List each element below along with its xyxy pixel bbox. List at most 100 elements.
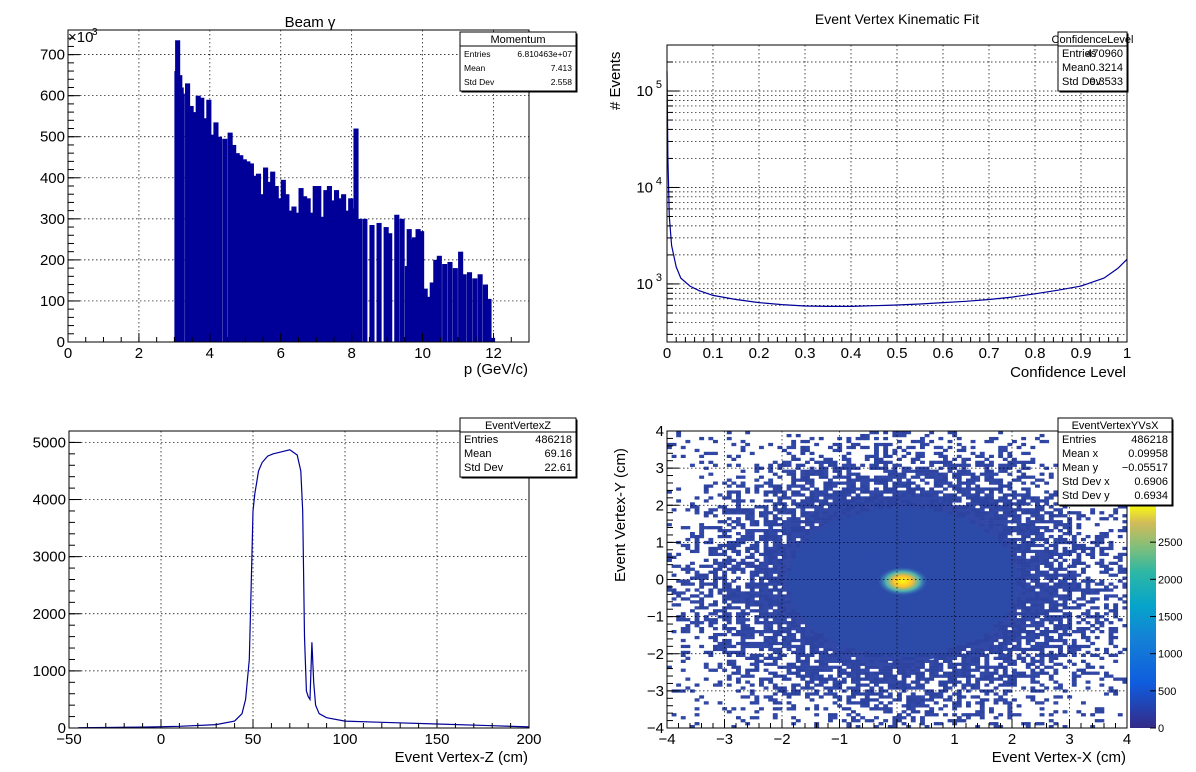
p4-cell bbox=[961, 641, 967, 646]
p4-cell bbox=[777, 529, 783, 533]
p4-cell bbox=[979, 558, 985, 562]
p4-cell bbox=[952, 529, 958, 533]
p4-cell bbox=[933, 662, 939, 666]
p4-cell bbox=[869, 627, 875, 631]
p4-cell bbox=[745, 561, 751, 565]
p4-cell bbox=[979, 552, 985, 557]
p4-cell bbox=[929, 511, 935, 515]
p4-cell bbox=[933, 529, 939, 533]
p4-cell bbox=[943, 597, 948, 601]
p4-cell bbox=[851, 561, 856, 565]
p4-cell bbox=[818, 576, 824, 580]
p4-cell bbox=[970, 588, 976, 592]
p4-cell bbox=[805, 683, 810, 687]
p4-cell bbox=[998, 564, 1004, 568]
p4-cell bbox=[956, 612, 962, 616]
p4-cell bbox=[956, 606, 962, 610]
p4-cell bbox=[851, 716, 856, 720]
p4-cell bbox=[731, 558, 737, 562]
p4-cell bbox=[984, 659, 990, 663]
p4-cell bbox=[722, 520, 728, 524]
p4-cell bbox=[763, 612, 769, 616]
p4-cell bbox=[883, 445, 889, 450]
p4-cell bbox=[703, 662, 709, 666]
p4-cell bbox=[924, 475, 930, 479]
p4-cell bbox=[975, 529, 981, 533]
p4-cell bbox=[726, 431, 732, 435]
p4-cell bbox=[832, 686, 838, 690]
p4-cell bbox=[828, 719, 833, 723]
p4-cell bbox=[869, 606, 875, 610]
p4-cell bbox=[791, 689, 797, 693]
p4-cell bbox=[814, 618, 820, 622]
p4-cell bbox=[975, 576, 981, 580]
p4-cell bbox=[694, 511, 700, 515]
p4-cell bbox=[745, 511, 751, 515]
p4-cell bbox=[846, 632, 852, 637]
p4-cell bbox=[763, 600, 769, 604]
p4-cell bbox=[717, 529, 723, 533]
p4-cell bbox=[874, 475, 879, 479]
p4-cell bbox=[772, 576, 778, 580]
p4-cell bbox=[791, 534, 797, 539]
p4-cell bbox=[731, 567, 737, 571]
p4-cell bbox=[828, 600, 833, 604]
p4-cell bbox=[952, 632, 958, 637]
p4-cell bbox=[841, 594, 847, 598]
p4-cell bbox=[901, 627, 907, 631]
p4-cell bbox=[961, 576, 967, 580]
p4-cell bbox=[736, 567, 741, 571]
p4-cell bbox=[828, 564, 833, 568]
p4-cell bbox=[726, 567, 732, 571]
p4-cell bbox=[791, 484, 797, 488]
p4-cell bbox=[869, 478, 875, 482]
p4-cell bbox=[929, 713, 935, 717]
p2-ylabel: # Events bbox=[607, 52, 624, 110]
p4-cell bbox=[713, 549, 718, 554]
p4-cell bbox=[887, 683, 893, 687]
p4-cell bbox=[837, 621, 843, 625]
p4-cell bbox=[832, 680, 838, 684]
p4-cell bbox=[777, 463, 783, 467]
p4-cell bbox=[795, 478, 801, 482]
p4-cell bbox=[818, 579, 824, 583]
p4-cell bbox=[901, 537, 907, 542]
p4-cell bbox=[874, 564, 879, 568]
p4-cell bbox=[795, 692, 801, 696]
p4-cell bbox=[966, 549, 971, 554]
p4-cell bbox=[952, 531, 958, 536]
p4-cell bbox=[956, 618, 962, 622]
p4-cell bbox=[851, 680, 856, 684]
p4-cell bbox=[966, 606, 971, 610]
p4-cell bbox=[736, 561, 741, 565]
p4-cell bbox=[864, 555, 870, 560]
p4-cell bbox=[966, 552, 971, 557]
p4-cell bbox=[956, 564, 962, 568]
p4-cell bbox=[966, 546, 971, 551]
p4-cell bbox=[883, 481, 889, 485]
p4-cell bbox=[970, 531, 976, 536]
p4-cell bbox=[703, 665, 709, 669]
p4-cell bbox=[777, 629, 783, 634]
p4-cell bbox=[846, 713, 852, 717]
p4-cell bbox=[869, 463, 875, 467]
p4-cell bbox=[841, 555, 847, 560]
p4-cell bbox=[920, 606, 925, 610]
p4-cell bbox=[828, 526, 833, 530]
p4-cell bbox=[846, 606, 852, 610]
p4-cell bbox=[961, 561, 967, 565]
p4-cell bbox=[818, 490, 824, 494]
p4-cell bbox=[749, 635, 755, 640]
p4-cell bbox=[933, 481, 939, 485]
p4-cell bbox=[901, 600, 907, 604]
p4-cell bbox=[722, 668, 728, 672]
p4-cell bbox=[906, 594, 912, 598]
p4-cell bbox=[805, 514, 810, 518]
p4-cell bbox=[699, 436, 705, 441]
p4-cell bbox=[731, 671, 737, 675]
p4-cell bbox=[906, 701, 912, 705]
p4-cell bbox=[887, 564, 893, 568]
p4-cell bbox=[892, 618, 898, 622]
p4-cell bbox=[874, 624, 879, 628]
p4-cell bbox=[915, 537, 921, 542]
